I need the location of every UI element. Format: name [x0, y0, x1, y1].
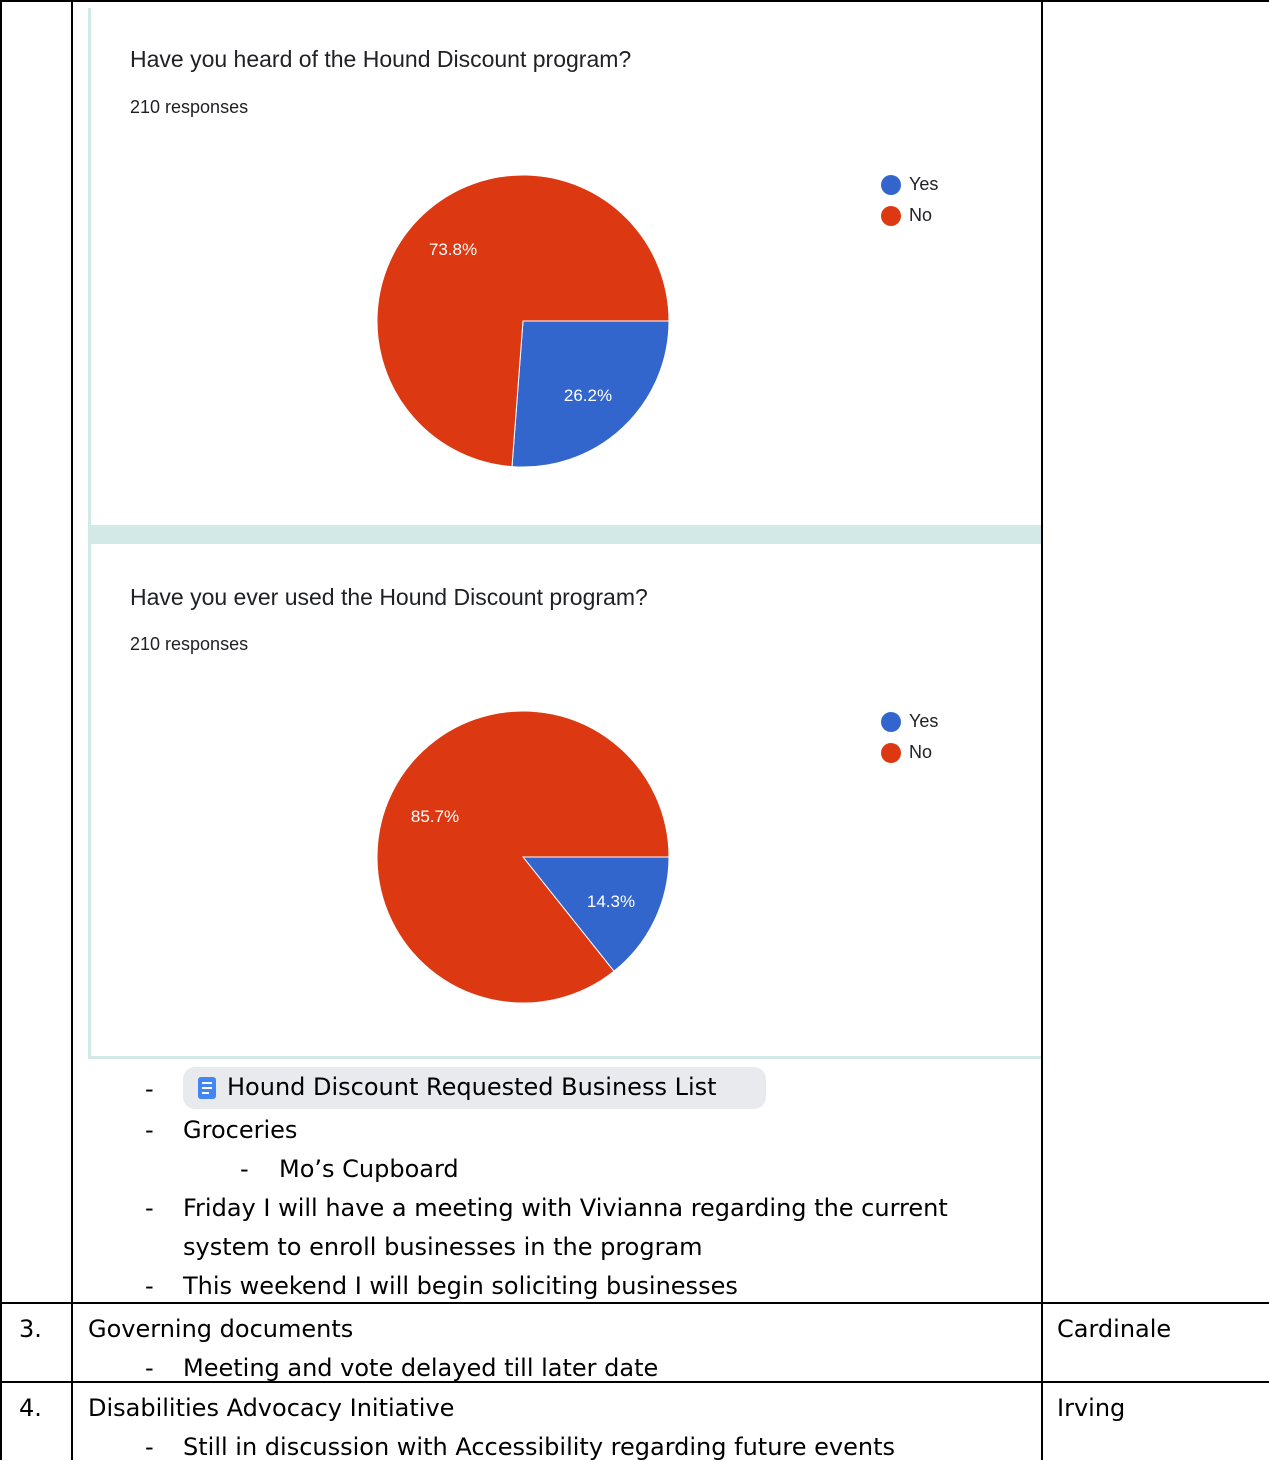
row-number: 3.: [19, 1315, 42, 1343]
bullet-dash: -: [145, 1433, 154, 1461]
bullet-dash: -: [145, 1194, 154, 1222]
note-meeting-line-2: system to enroll businesses in the progr…: [183, 1233, 703, 1261]
row-detail: Meeting and vote delayed till later date: [183, 1354, 659, 1382]
card-separator: [88, 528, 1041, 544]
doc-link-label[interactable]: Hound Discount Requested Business List: [227, 1073, 717, 1101]
legend-item-yes: Yes: [881, 706, 938, 737]
table-row-divider-2: [0, 1381, 1269, 1383]
response-count: 210 responses: [130, 634, 249, 654]
legend-item-no: No: [881, 200, 938, 231]
legend-label-yes: Yes: [909, 711, 939, 731]
legend-item-yes: Yes: [881, 169, 938, 200]
chart-legend: Yes No: [881, 706, 938, 768]
bullet-dash: -: [145, 1116, 154, 1144]
legend-label-no: No: [909, 205, 933, 225]
bullet-dash: -: [145, 1354, 154, 1382]
pie-slices: [376, 710, 670, 1004]
row-number: 4.: [19, 1394, 42, 1422]
chart-title: Have you heard of the Hound Discount pro…: [130, 46, 632, 72]
chart-card-used: Have you ever used the Hound Discount pr…: [88, 544, 1041, 1059]
legend-item-no: No: [881, 737, 938, 768]
bullet-dash: -: [145, 1272, 154, 1300]
row-owner: Cardinale: [1057, 1315, 1172, 1343]
note-groceries: Groceries: [183, 1116, 298, 1144]
note-meeting-line-1: Friday I will have a meeting with Vivian…: [183, 1194, 948, 1222]
legend-dot-no-icon: [881, 742, 901, 763]
table-row-divider-1: [0, 1302, 1269, 1304]
document-icon: [198, 1077, 216, 1099]
chart-title: Have you ever used the Hound Discount pr…: [130, 584, 648, 610]
bullet-dash: -: [145, 1075, 154, 1103]
pie-label-yes: 26.2%: [564, 386, 612, 405]
row-topic: Governing documents: [88, 1315, 354, 1343]
pie-slice-yes: [511, 320, 670, 468]
legend-dot-yes-icon: [881, 711, 901, 732]
pie-label-no: 73.8%: [429, 240, 477, 259]
table-border-left: [0, 0, 2, 1460]
response-count: 210 responses: [130, 97, 249, 117]
note-mos-cupboard: Mo’s Cupboard: [279, 1155, 459, 1183]
pie-slices: [376, 174, 670, 468]
pie-label-no: 85.7%: [411, 807, 459, 826]
table-col-divider-1: [71, 0, 73, 1460]
legend-label-no: No: [909, 742, 933, 762]
table-border-top: [0, 0, 1269, 2]
doc-link-chip[interactable]: Hound Discount Requested Business List: [183, 1067, 766, 1109]
row-owner: Irving: [1057, 1394, 1126, 1422]
legend-dot-no-icon: [881, 205, 901, 226]
legend-label-yes: Yes: [909, 174, 939, 194]
row-topic: Disabilities Advocacy Initiative: [88, 1394, 455, 1422]
bullet-dash: -: [240, 1155, 249, 1183]
row-detail: Still in discussion with Accessibility r…: [183, 1433, 895, 1461]
chart-legend: Yes No: [881, 169, 938, 231]
pie-slice-yes: [521, 856, 670, 972]
pie-chart-heard: 26.2% 73.8%: [376, 174, 670, 468]
pie-label-yes: 14.3%: [587, 892, 635, 911]
legend-dot-yes-icon: [881, 174, 901, 195]
chart-card-heard: Have you heard of the Hound Discount pro…: [88, 8, 1041, 528]
note-soliciting: This weekend I will begin soliciting bus…: [183, 1272, 738, 1300]
pie-slice-no: [376, 174, 670, 468]
pie-chart-used: 14.3% 85.7%: [376, 710, 670, 1004]
table-col-divider-2: [1041, 0, 1043, 1460]
pie-slice-no: [376, 710, 670, 1004]
